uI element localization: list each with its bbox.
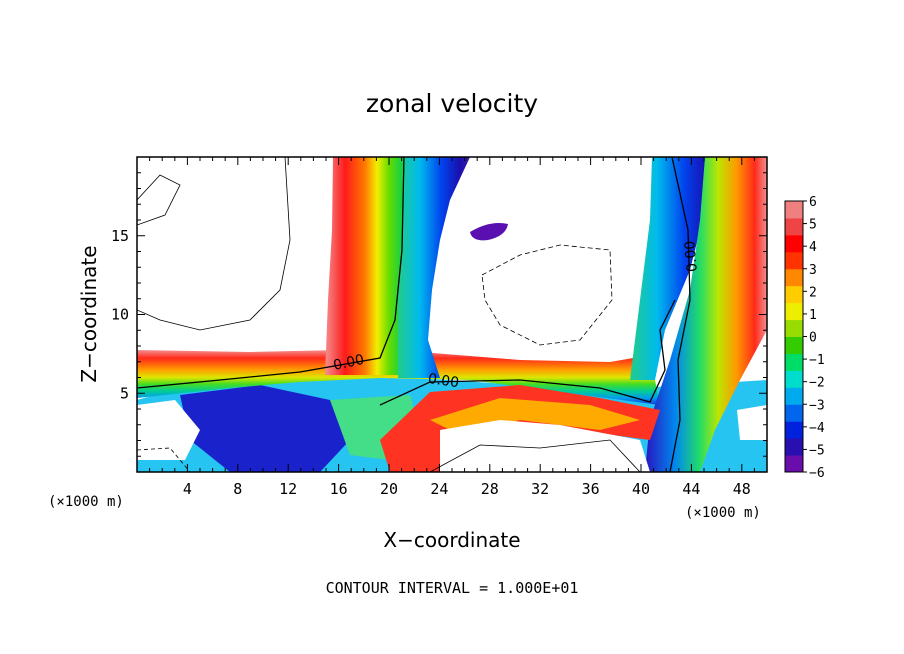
- colorbar-tick-label: 0: [809, 331, 817, 346]
- dashed-contour-center: [481, 244, 613, 346]
- left-pocket: [137, 400, 200, 460]
- contour-label: 0.00: [332, 352, 366, 374]
- colorbar-tick-label: −5: [809, 443, 825, 458]
- colorbar-swatch: [785, 370, 803, 388]
- zero-contour-3: [669, 157, 691, 472]
- colorbar-swatch: [785, 353, 803, 371]
- y-tick-label: 15: [111, 227, 129, 245]
- colorbar-tick-label: 1: [809, 308, 817, 323]
- colorbar-tick-label: −2: [809, 376, 825, 391]
- colorbar-tick-label: 3: [809, 263, 817, 278]
- colorbar-swatch: [785, 217, 803, 236]
- chart-title: zonal velocity: [366, 89, 538, 118]
- colorbar-swatch: [785, 404, 803, 422]
- colorbar-swatch: [785, 336, 803, 354]
- colorbar-tick-label: 2: [809, 285, 817, 300]
- colorbar-swatch: [785, 251, 803, 270]
- y-axis: 5 10 15: [111, 172, 767, 457]
- colorbar-swatch: [785, 387, 803, 405]
- thin-contour-left-2: [137, 157, 291, 331]
- colorbar-swatch: [785, 438, 803, 456]
- y-tick-label: 5: [120, 384, 129, 402]
- colorbar-swatch: [785, 421, 803, 439]
- purple-blob: [470, 223, 508, 241]
- vertical-cool-band: [398, 157, 470, 378]
- x-tick-label: 44: [682, 480, 700, 498]
- zero-contour-2: [379, 299, 676, 406]
- colorbar-swatch: [785, 268, 803, 287]
- contour-label: 0.00: [682, 240, 701, 272]
- colorbar-tick-label: 6: [809, 195, 817, 210]
- x-tick-label: 20: [380, 480, 398, 498]
- right-pocket: [737, 405, 767, 440]
- x-tick-label: 48: [733, 480, 751, 498]
- x-tick-label: 36: [582, 480, 600, 498]
- x-tick-label: 28: [481, 480, 499, 498]
- x-multiplier-label: (×1000 m): [685, 505, 761, 521]
- contour-label: 0.00: [427, 371, 460, 391]
- colorbar: 6 5 4 3 2 1 0 −1 −2 −3 −4 −5 −6: [784, 195, 825, 481]
- colorbar-tick-label: −4: [809, 421, 825, 436]
- bottom-pocket: [440, 420, 650, 472]
- x-tick-label: 32: [531, 480, 549, 498]
- y-axis-label: Z−coordinate: [77, 245, 101, 382]
- x-tick-label: 24: [430, 480, 448, 498]
- colorbar-swatch: [785, 319, 803, 337]
- colorbar-tick-label: −1: [809, 353, 825, 368]
- colorbar-swatch: [785, 455, 803, 473]
- y-tick-label: 10: [111, 306, 129, 324]
- right-cool-band: [630, 157, 720, 380]
- thin-contour-bottom: [429, 439, 641, 472]
- colorbar-swatch: [785, 234, 803, 253]
- zero-contour-1: [137, 157, 405, 389]
- x-axis-label: X−coordinate: [383, 528, 520, 552]
- x-tick-label: 40: [632, 480, 650, 498]
- x-tick-label: 12: [279, 480, 297, 498]
- colorbar-tick-label: −3: [809, 398, 825, 413]
- x-tick-label: 16: [330, 480, 348, 498]
- velocity-field: [137, 157, 767, 472]
- x-tick-label: 4: [183, 480, 192, 498]
- thin-contour-left: [137, 174, 181, 226]
- colorbar-tick-label: −6: [809, 466, 825, 481]
- colorbar-tick-label: 4: [809, 240, 817, 255]
- x-tick-label: 8: [233, 480, 242, 498]
- lower-blue-patch: [180, 385, 350, 472]
- right-warm-band: [645, 157, 767, 472]
- colorbar-tick-label: 5: [809, 218, 817, 233]
- contour-interval-note: CONTOUR INTERVAL = 1.000E+01: [326, 579, 579, 597]
- z-multiplier-label: (×1000 m): [48, 494, 124, 510]
- colorbar-swatch: [785, 302, 803, 321]
- vertical-warm-band: [325, 157, 405, 375]
- colorbar-swatch: [785, 201, 803, 219]
- colorbar-swatch: [785, 285, 803, 304]
- x-axis: 4 8 12 16 20 24 28 32 36 40 44 48: [149, 157, 755, 498]
